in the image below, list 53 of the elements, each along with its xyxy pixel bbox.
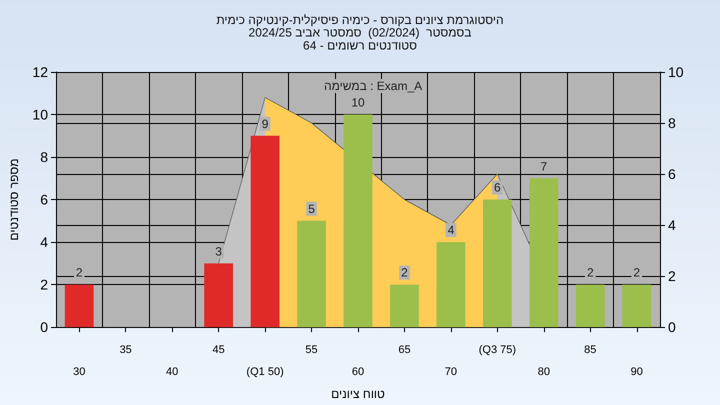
bar [297, 220, 326, 328]
y2-tick-label: 6 [668, 166, 676, 182]
data-label: 2 [401, 266, 408, 280]
bar [576, 284, 605, 328]
chart-subtitle: בסמסטר (02/2024) סמסטר אביב 2024/25 סטודנטים רשומים - 64 [248, 26, 472, 52]
data-label: 3 [215, 244, 222, 258]
x-tick-label: 30 [73, 366, 86, 378]
data-label: 10 [351, 96, 365, 110]
bar [529, 178, 558, 328]
bar [436, 242, 466, 328]
y-tick-label: 10 [32, 106, 48, 123]
y-tick-label: 0 [40, 319, 48, 336]
y2-tick-label: 2 [668, 268, 676, 284]
y2-tick-label: 4 [668, 217, 676, 234]
bar [482, 200, 512, 328]
x-tick-label: 40 [166, 366, 178, 378]
bar [64, 284, 94, 328]
y-tick-label: 4 [40, 234, 48, 250]
data-label: 2 [633, 266, 640, 280]
y2-tick-label: 8 [668, 115, 676, 132]
y-tick-label: 6 [40, 192, 48, 208]
data-label: 6 [494, 180, 502, 195]
data-label: 5 [308, 202, 316, 216]
x-tick-label: 85 [584, 344, 596, 356]
bar [204, 263, 234, 328]
bar [622, 284, 652, 328]
data-label: 7 [540, 159, 548, 174]
bar [390, 284, 419, 328]
y2-tick-label: 10 [668, 64, 684, 80]
x-tick-label: (Q1 50) [246, 366, 284, 378]
data-label: 2 [76, 266, 83, 280]
data-label: 9 [262, 116, 269, 131]
y-tick-label: 12 [32, 64, 48, 80]
data-label: 2 [586, 266, 594, 280]
bar [344, 114, 372, 328]
data-label: 4 [448, 223, 455, 238]
x-tick-label: 60 [352, 366, 364, 378]
y2-tick-label: 0 [668, 319, 676, 336]
chart-title: היסטוגרמת ציונים בקורס - כימיה פיסיקלית-קינטיקה כימית [216, 13, 504, 27]
bar [250, 136, 280, 328]
x-tick-label: 90 [630, 366, 643, 378]
y-tick-label: 8 [40, 149, 48, 166]
x-tick-label: 80 [538, 366, 550, 378]
x-tick-label: (Q3 75) [478, 344, 516, 356]
annotation: במשימה : Exam_A [324, 79, 422, 93]
x-tick-label: 45 [212, 344, 225, 356]
y-tick-label: 2 [40, 276, 48, 293]
y-axis-title: מספר סטודנטים [7, 158, 21, 241]
x-tick-label: 35 [120, 344, 132, 356]
x-tick-label: 55 [305, 344, 318, 356]
x-axis-title: טווח ציונים [331, 387, 386, 401]
x-tick-label: 65 [398, 344, 411, 356]
x-tick-label: 70 [444, 366, 458, 378]
